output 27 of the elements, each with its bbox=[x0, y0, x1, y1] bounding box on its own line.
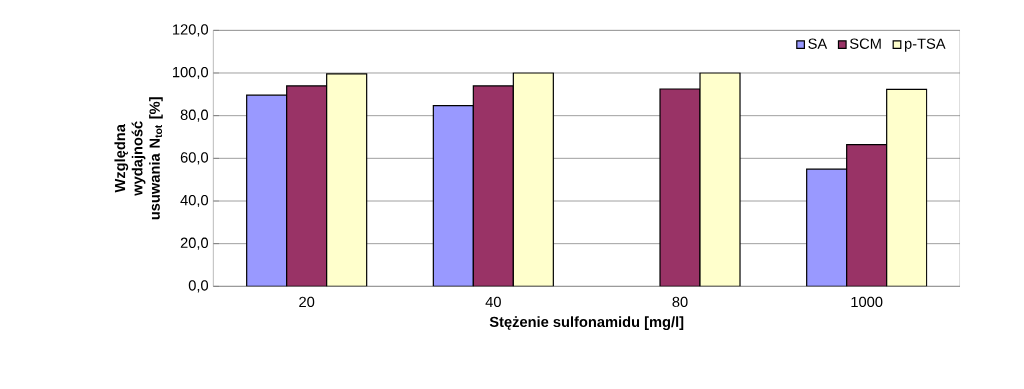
y-tick-label: 120,0 bbox=[173, 24, 209, 37]
legend-label: p-TSA bbox=[904, 38, 946, 52]
x-axis-title: Stężenie sulfonamidu [mg/l] bbox=[489, 316, 684, 331]
y-tick-label: 40,0 bbox=[180, 194, 209, 208]
x-tick-label: 20 bbox=[299, 296, 315, 308]
bar bbox=[886, 88, 928, 287]
bar bbox=[699, 72, 741, 287]
bar bbox=[286, 85, 328, 287]
x-tick-label: 40 bbox=[485, 296, 501, 308]
legend-label: SA bbox=[808, 38, 828, 49]
bar bbox=[432, 105, 474, 287]
bar bbox=[846, 144, 888, 287]
bar bbox=[512, 72, 554, 287]
y-tick-label: 80,0 bbox=[180, 109, 209, 122]
x-tick-label: 80 bbox=[672, 296, 688, 308]
y-tick-label: 0,0 bbox=[188, 280, 209, 293]
y-axis-title: Względna wydajność usuwania N$_{tot}$ [%] bbox=[114, 97, 163, 220]
y-tick-label: 100,0 bbox=[173, 66, 209, 80]
bar bbox=[246, 94, 288, 287]
legend-label: SCM bbox=[850, 38, 881, 49]
bar bbox=[659, 88, 701, 287]
x-tick-label: 1000 bbox=[851, 296, 883, 308]
y-tick-label: 20,0 bbox=[180, 237, 209, 250]
y-tick-label: 60,0 bbox=[180, 152, 209, 165]
bar bbox=[472, 85, 514, 287]
bar bbox=[326, 73, 368, 287]
bar bbox=[806, 168, 848, 287]
